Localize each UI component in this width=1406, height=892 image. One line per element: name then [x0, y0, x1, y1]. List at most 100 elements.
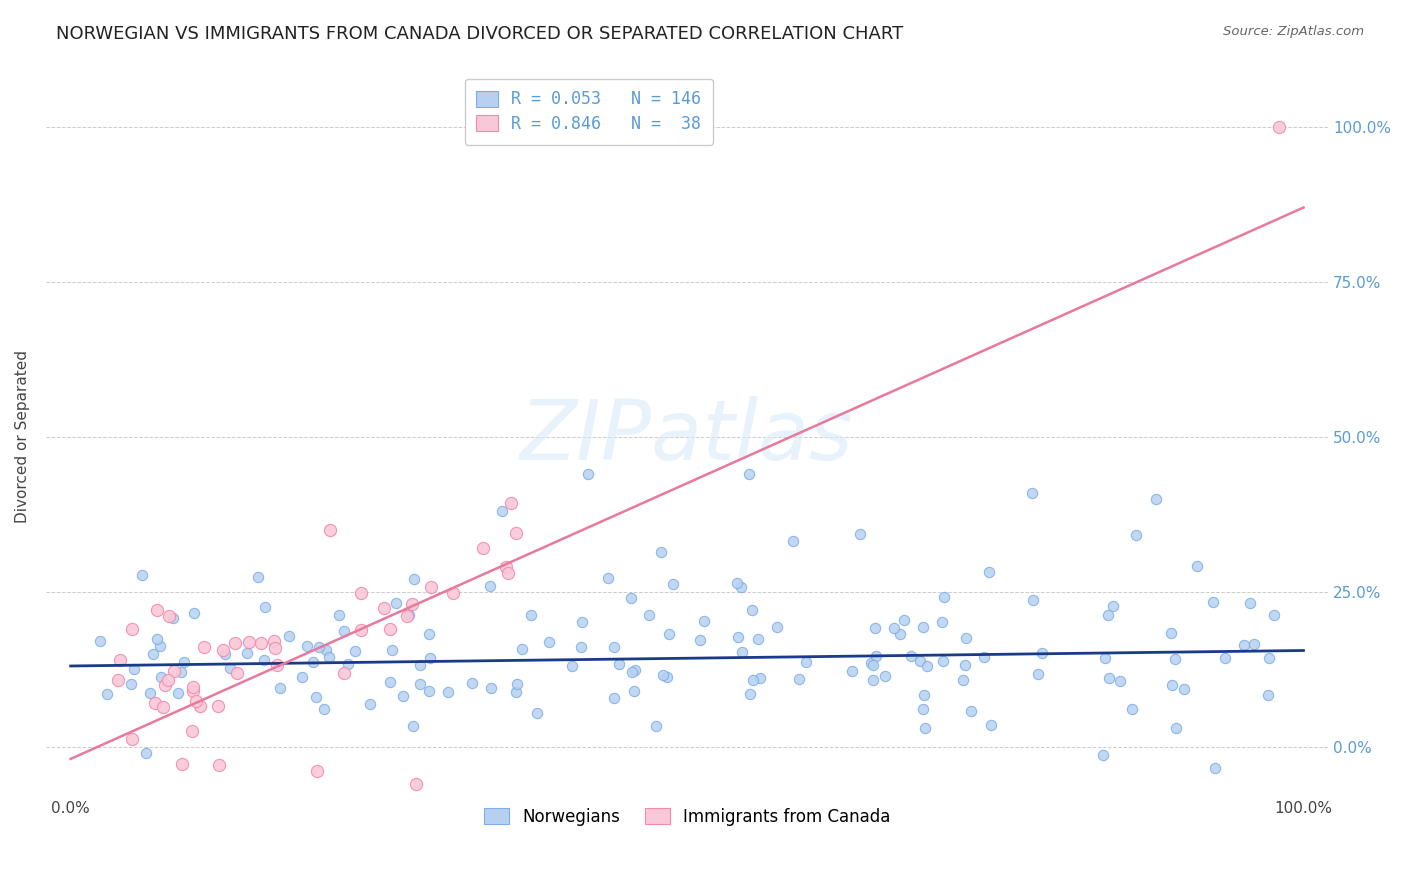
Point [561, 658, 583, 673]
Point [1268, 120, 1291, 134]
Point [1160, 678, 1182, 692]
Point [1160, 626, 1182, 640]
Point [172, 757, 194, 772]
Point [418, 684, 440, 698]
Point [1173, 682, 1195, 697]
Point [862, 657, 884, 672]
Point [263, 634, 285, 648]
Point [278, 628, 301, 642]
Point [402, 719, 425, 733]
Point [224, 636, 246, 650]
Point [782, 533, 804, 548]
Point [794, 655, 817, 669]
Point [170, 665, 193, 679]
Point [1097, 607, 1119, 622]
Point [1144, 491, 1167, 506]
Point [131, 568, 153, 582]
Point [225, 665, 247, 680]
Point [863, 621, 886, 635]
Point [291, 670, 314, 684]
Point [1028, 667, 1050, 681]
Point [188, 699, 211, 714]
Point [1164, 652, 1187, 666]
Point [253, 653, 276, 667]
Point [193, 640, 215, 654]
Point [505, 685, 527, 699]
Point [333, 624, 356, 638]
Point [658, 627, 681, 641]
Point [1213, 651, 1236, 665]
Point [526, 706, 548, 720]
Point [479, 681, 502, 696]
Point [437, 685, 460, 699]
Point [328, 608, 350, 623]
Point [143, 697, 166, 711]
Point [596, 571, 619, 585]
Point [491, 504, 513, 518]
Text: ZIPatlas: ZIPatlas [520, 396, 853, 477]
Point [419, 651, 441, 665]
Point [506, 677, 529, 691]
Point [725, 576, 748, 591]
Point [96, 687, 118, 701]
Point [655, 670, 678, 684]
Text: Source: ZipAtlas.com: Source: ZipAtlas.com [1223, 25, 1364, 38]
Point [181, 681, 204, 695]
Point [139, 686, 162, 700]
Point [297, 639, 319, 653]
Point [409, 677, 432, 691]
Point [1031, 646, 1053, 660]
Point [264, 640, 287, 655]
Point [883, 621, 905, 635]
Point [911, 702, 934, 716]
Point [381, 643, 404, 657]
Point [380, 674, 402, 689]
Point [889, 627, 911, 641]
Point [505, 525, 527, 540]
Point [765, 620, 787, 634]
Point [510, 642, 533, 657]
Point [266, 658, 288, 673]
Point [150, 670, 173, 684]
Point [107, 673, 129, 687]
Point [650, 545, 672, 559]
Point [183, 606, 205, 620]
Point [1092, 748, 1115, 763]
Point [207, 698, 229, 713]
Point [307, 764, 329, 779]
Point [496, 566, 519, 580]
Point [385, 596, 408, 610]
Point [495, 560, 517, 574]
Point [1202, 595, 1225, 609]
Point [645, 719, 668, 733]
Point [748, 671, 770, 685]
Point [900, 649, 922, 664]
Point [396, 609, 419, 624]
Point [418, 627, 440, 641]
Point [162, 611, 184, 625]
Point [441, 586, 464, 600]
Point [910, 655, 932, 669]
Point [1233, 638, 1256, 652]
Point [391, 690, 413, 704]
Point [620, 665, 643, 679]
Point [186, 694, 208, 708]
Point [862, 673, 884, 688]
Point [1102, 599, 1125, 614]
Point [146, 632, 169, 647]
Point [149, 639, 172, 653]
Point [955, 631, 977, 645]
Point [571, 615, 593, 630]
Point [955, 658, 977, 673]
Point [419, 580, 441, 594]
Point [578, 467, 600, 481]
Point [308, 640, 330, 654]
Point [1121, 702, 1143, 716]
Point [146, 603, 169, 617]
Point [620, 591, 643, 605]
Point [318, 523, 340, 537]
Point [537, 634, 560, 648]
Point [212, 643, 235, 657]
Point [1108, 673, 1130, 688]
Point [167, 686, 190, 700]
